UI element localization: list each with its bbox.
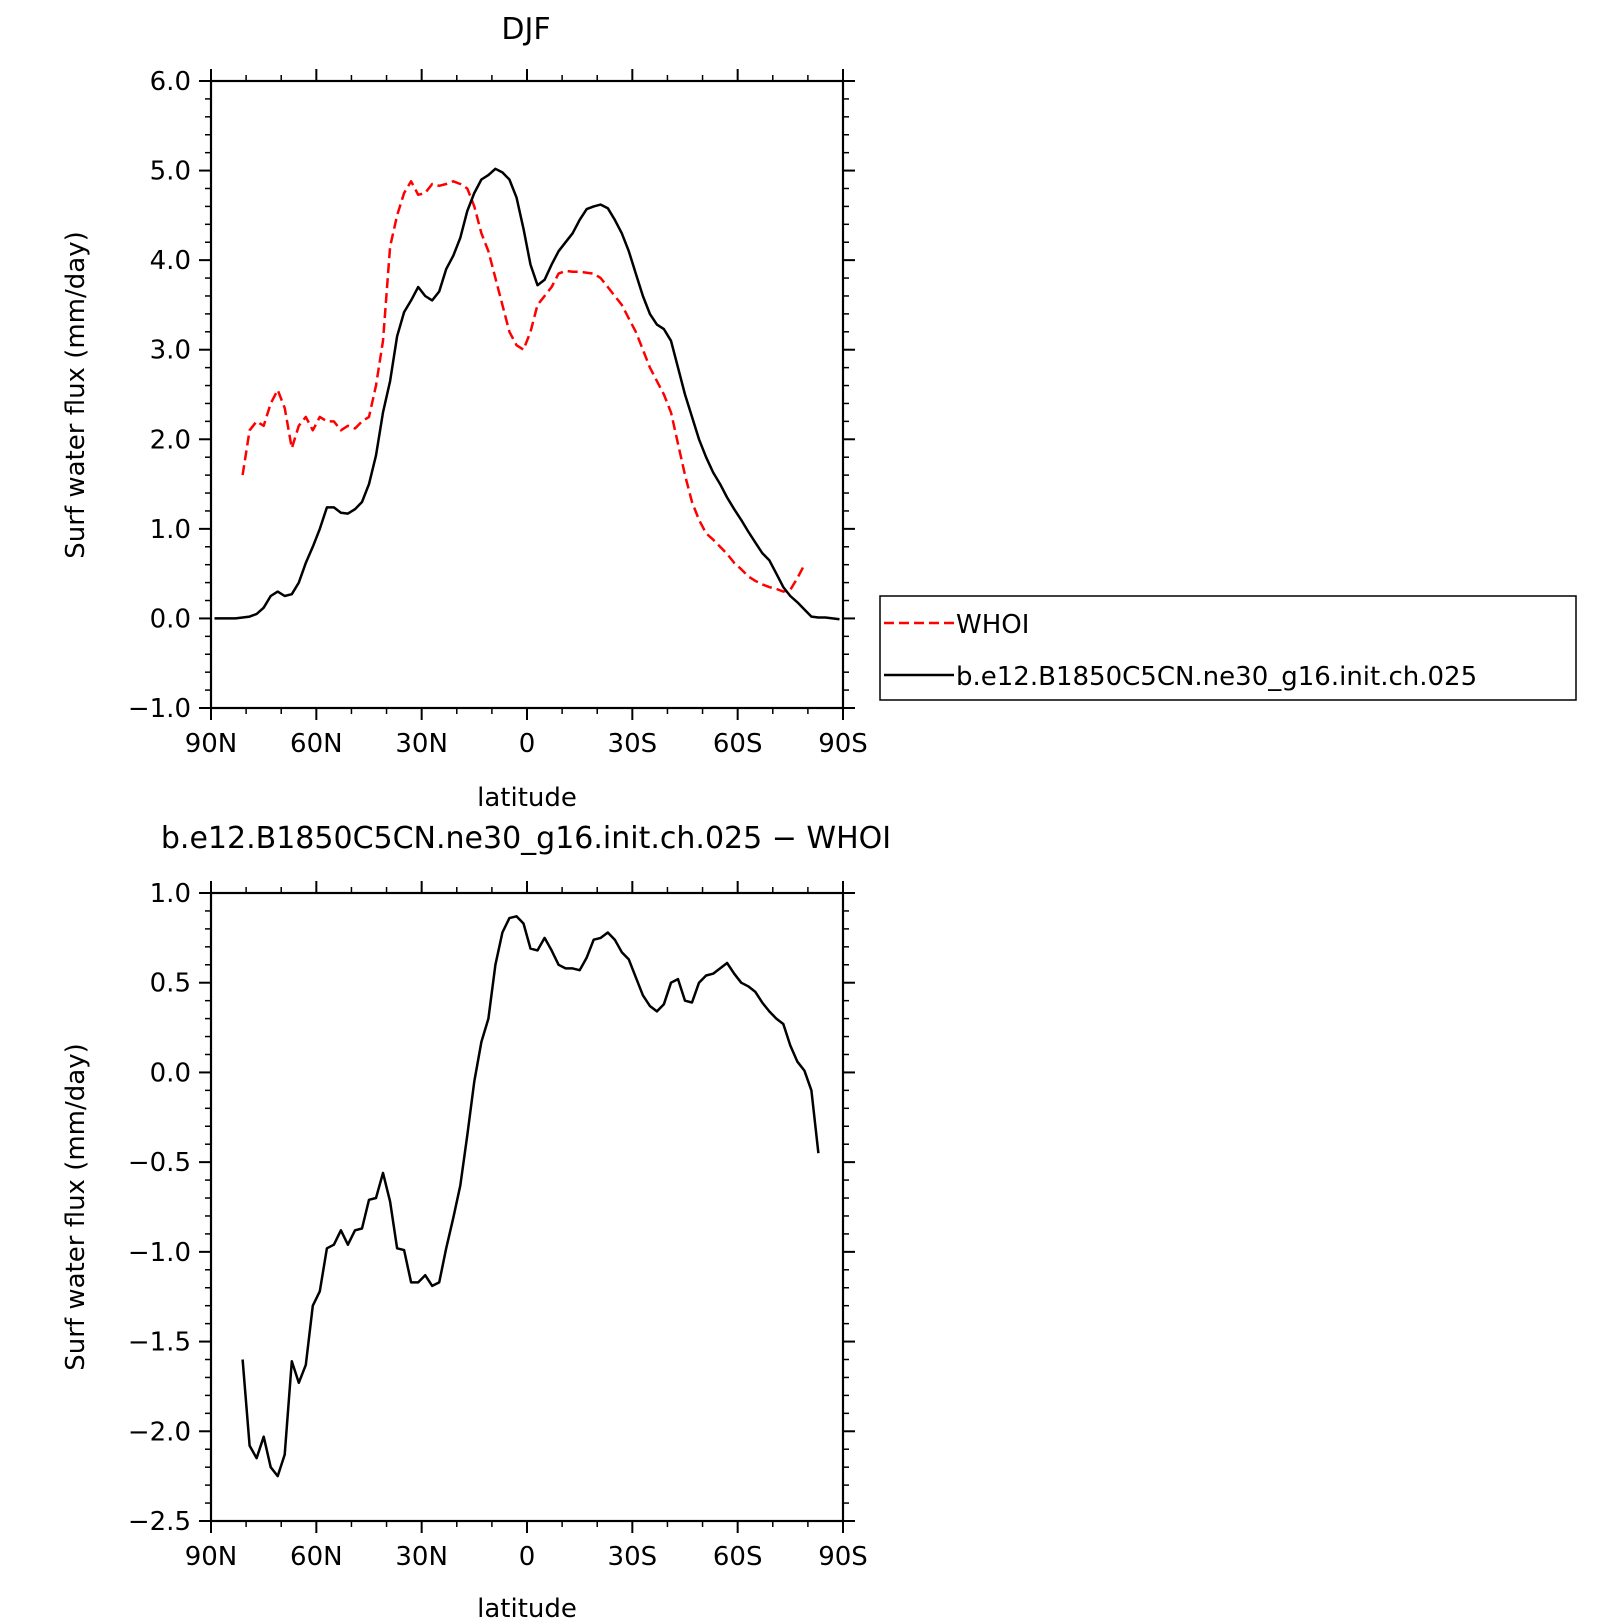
x-tick-label: 90S bbox=[818, 729, 868, 759]
legend-label-model: b.e12.B1850C5CN.ne30_g16.init.ch.025 bbox=[956, 662, 1477, 692]
x-tick-label: 90N bbox=[185, 1542, 238, 1572]
chart-title: b.e12.B1850C5CN.ne30_g16.init.ch.025 − W… bbox=[161, 821, 891, 856]
y-tick-label: −2.5 bbox=[128, 1507, 191, 1537]
panel-difference: b.e12.B1850C5CN.ne30_g16.init.ch.025 − W… bbox=[61, 821, 891, 1619]
y-tick-label: −1.0 bbox=[128, 1238, 191, 1268]
x-axis-label: latitude bbox=[477, 1594, 577, 1619]
x-tick-label: 90S bbox=[818, 1542, 868, 1572]
y-tick-label: −0.5 bbox=[128, 1148, 191, 1178]
legend-box bbox=[879, 595, 1577, 701]
x-tick-label: 90N bbox=[185, 729, 238, 759]
x-tick-label: 60N bbox=[290, 729, 343, 759]
x-tick-label: 60S bbox=[713, 729, 763, 759]
y-tick-label: 6.0 bbox=[150, 67, 191, 97]
y-tick-label: 0.0 bbox=[150, 604, 191, 634]
panel-djf: DJF 90N 60N 30N 0 30S 60S 90S −1.0 0.0 1.0 2.0 3.0 4… bbox=[61, 12, 868, 813]
y-tick-label: 3.0 bbox=[150, 336, 191, 366]
x-tick-label: 30N bbox=[395, 729, 448, 759]
y-axis-label: Surf water flux (mm/day) bbox=[61, 231, 91, 558]
y-tick-label: 0.0 bbox=[150, 1058, 191, 1088]
y-tick-label: 5.0 bbox=[150, 157, 191, 187]
x-axis-label: latitude bbox=[477, 783, 577, 813]
y-tick-label: 2.0 bbox=[150, 425, 191, 455]
legend-label-whoi: WHOI bbox=[956, 610, 1029, 640]
y-tick-label: 1.0 bbox=[150, 879, 191, 909]
x-tick-label: 30N bbox=[395, 1542, 448, 1572]
x-tick-label: 60S bbox=[713, 1542, 763, 1572]
series-line-difference bbox=[241, 915, 820, 1478]
x-tick-label: 60N bbox=[290, 1542, 343, 1572]
x-tick-label: 30S bbox=[608, 1542, 658, 1572]
x-tick-label: 0 bbox=[519, 1542, 536, 1572]
chart-title: DJF bbox=[501, 12, 550, 47]
x-tick-label: 30S bbox=[608, 729, 658, 759]
series-line-whoi bbox=[241, 180, 806, 593]
y-tick-label: −2.0 bbox=[128, 1417, 191, 1447]
y-tick-label: 0.5 bbox=[150, 969, 191, 999]
y-tick-label: −1.0 bbox=[128, 694, 191, 724]
y-tick-label: 1.0 bbox=[150, 515, 191, 545]
y-tick-label: 4.0 bbox=[150, 246, 191, 276]
y-tick-label: −1.5 bbox=[128, 1328, 191, 1358]
x-tick-label: 0 bbox=[519, 729, 536, 759]
series-line-model bbox=[214, 167, 840, 621]
y-axis-label: Surf water flux (mm/day) bbox=[61, 1043, 91, 1370]
legend: WHOI b.e12.B1850C5CN.ne30_g16.init.ch.02… bbox=[879, 595, 1577, 701]
plot-frame bbox=[209, 79, 845, 710]
